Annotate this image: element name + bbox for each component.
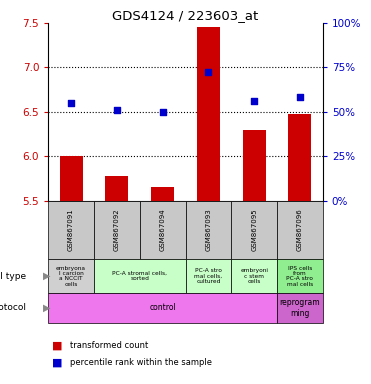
- Bar: [277, 200, 323, 259]
- Point: [68, 100, 74, 106]
- Bar: [105, 176, 128, 200]
- Bar: [60, 156, 82, 200]
- Text: cell type: cell type: [0, 272, 26, 281]
- Point: [206, 69, 211, 75]
- Bar: [243, 129, 266, 200]
- Text: percentile rank within the sample: percentile rank within the sample: [70, 358, 213, 367]
- Text: transformed count: transformed count: [70, 341, 149, 350]
- Text: GSM867091: GSM867091: [68, 209, 74, 251]
- Text: embryona
l carcion
a NCCIT
cells: embryona l carcion a NCCIT cells: [56, 266, 86, 287]
- Bar: [48, 200, 94, 259]
- Bar: [277, 293, 323, 323]
- Text: ▶: ▶: [43, 271, 50, 281]
- Bar: [94, 200, 140, 259]
- Bar: [231, 200, 277, 259]
- Text: GSM867096: GSM867096: [297, 209, 303, 251]
- Bar: [94, 259, 186, 293]
- Text: GSM867093: GSM867093: [206, 209, 211, 251]
- Bar: [186, 259, 231, 293]
- Point: [251, 98, 257, 104]
- Text: ▶: ▶: [43, 303, 50, 313]
- Text: ■: ■: [52, 341, 62, 351]
- Text: ■: ■: [52, 358, 62, 368]
- Bar: [48, 293, 277, 323]
- Bar: [289, 114, 311, 200]
- Bar: [197, 28, 220, 200]
- Text: PC-A stro
mal cells,
cultured: PC-A stro mal cells, cultured: [194, 268, 223, 284]
- Text: reprogram
ming: reprogram ming: [280, 298, 320, 318]
- Title: GDS4124 / 223603_at: GDS4124 / 223603_at: [112, 9, 259, 22]
- Text: GSM867092: GSM867092: [114, 209, 120, 251]
- Bar: [48, 259, 94, 293]
- Point: [297, 94, 303, 100]
- Text: protocol: protocol: [0, 303, 26, 313]
- Point: [114, 107, 120, 113]
- Text: IPS cells
from
PC-A stro
mal cells: IPS cells from PC-A stro mal cells: [286, 266, 313, 287]
- Bar: [151, 187, 174, 200]
- Bar: [140, 200, 186, 259]
- Text: PC-A stromal cells,
sorted: PC-A stromal cells, sorted: [112, 271, 167, 281]
- Text: control: control: [149, 303, 176, 313]
- Text: GSM867095: GSM867095: [251, 209, 257, 251]
- Bar: [277, 259, 323, 293]
- Bar: [186, 200, 231, 259]
- Text: GSM867094: GSM867094: [160, 209, 165, 251]
- Point: [160, 109, 165, 115]
- Text: embryoni
c stem
cells: embryoni c stem cells: [240, 268, 268, 284]
- Bar: [231, 259, 277, 293]
